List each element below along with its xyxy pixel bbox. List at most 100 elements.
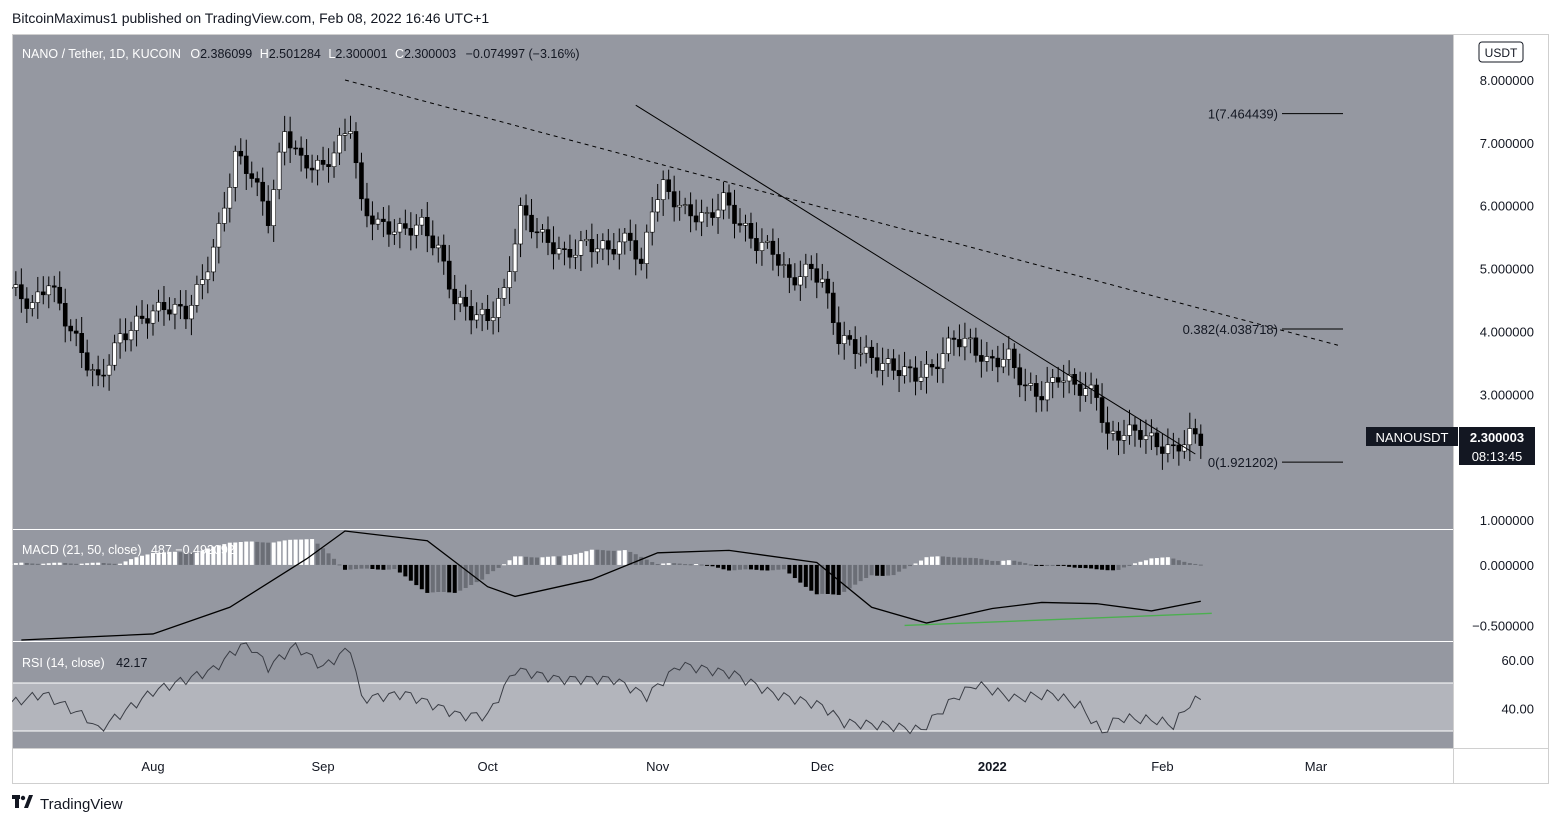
- open-label: O: [190, 47, 200, 61]
- candle-down: [304, 155, 309, 169]
- macd-histogram-bar: [1039, 564, 1044, 566]
- price-axis-tick: 8.000000: [1480, 73, 1534, 88]
- candle-down: [1022, 384, 1028, 387]
- macd-histogram-bar: [1083, 564, 1088, 569]
- macd-histogram-bar: [721, 564, 726, 570]
- candle-up: [282, 131, 287, 153]
- candle-down: [754, 238, 759, 251]
- bullish-divergence-line: [904, 612, 1212, 627]
- candle-up: [1165, 444, 1171, 454]
- macd-histogram-bar: [1111, 564, 1116, 571]
- macd-histogram-bar: [1132, 563, 1137, 565]
- macd-histogram-bar: [666, 563, 671, 565]
- macd-histogram-bar: [178, 552, 183, 565]
- candle-up: [841, 335, 847, 344]
- candle-up: [918, 376, 924, 382]
- macd-legend[interactable]: MACD (21, 50, close) 487 −0.492092: [22, 543, 235, 557]
- rsi-legend[interactable]: RSI (14, close) 42.17: [22, 656, 147, 670]
- candle-down: [1011, 348, 1017, 368]
- candle-up: [863, 346, 869, 354]
- macd-histogram-bar: [551, 556, 556, 565]
- candle-up: [540, 229, 545, 233]
- macd-histogram-bar: [1182, 561, 1187, 565]
- candle-down: [551, 242, 556, 255]
- candle-down: [79, 333, 84, 353]
- footer-brand[interactable]: TradingView: [12, 795, 123, 814]
- candle-up: [644, 231, 650, 264]
- candle-down: [298, 147, 304, 156]
- macd-histogram-bar: [578, 552, 583, 565]
- macd-histogram-bar: [57, 562, 62, 565]
- chart-frame[interactable]: [12, 34, 1549, 784]
- macd-histogram-bar: [957, 557, 962, 565]
- candle-down: [1116, 430, 1121, 441]
- macd-histogram-bar: [727, 564, 732, 571]
- macd-histogram-bar: [370, 564, 375, 570]
- macd-histogram-bar: [847, 564, 852, 589]
- macd-histogram-bar: [266, 542, 271, 565]
- macd-histogram-bar: [1050, 564, 1055, 566]
- currency-button[interactable]: USDT: [1478, 41, 1524, 63]
- macd-histogram-bar: [792, 564, 797, 579]
- candle-up: [1061, 380, 1066, 383]
- candle-down: [732, 204, 737, 224]
- candle-down: [183, 305, 189, 320]
- macd-histogram-bar: [781, 564, 786, 570]
- candle-up: [375, 218, 381, 225]
- price-pane[interactable]: [13, 35, 1453, 529]
- candle-up: [227, 187, 233, 209]
- candle-up: [759, 242, 765, 251]
- candle-up: [172, 304, 178, 315]
- candle-down: [951, 337, 957, 340]
- macd-histogram-bar: [677, 563, 682, 565]
- macd-histogram-bar: [1072, 564, 1077, 568]
- candle-down: [441, 244, 447, 262]
- macd-histogram-bar: [101, 563, 106, 565]
- macd-histogram-bar: [1012, 560, 1017, 565]
- price-axis-tick: 7.000000: [1480, 136, 1534, 151]
- candle-down: [463, 296, 468, 307]
- macd-histogram-bar: [271, 542, 276, 565]
- candle-down: [979, 355, 984, 362]
- axes-layer: 8.000000 7.000000 6.000000 5.000000 4.000000…: [141, 73, 1534, 774]
- symbol-legend[interactable]: NANO / Tether, 1D, KUCOIN O2.386099 H2.5…: [22, 47, 580, 61]
- macd-histogram-bar: [277, 541, 282, 565]
- macd-histogram-bar: [52, 562, 57, 565]
- macd-histogram-bar: [183, 552, 188, 565]
- footer-brand-label: TradingView: [40, 796, 123, 813]
- macd-histogram-bar: [507, 560, 512, 565]
- rsi-label: RSI (14, close): [22, 656, 105, 670]
- macd-histogram-bar: [962, 557, 967, 565]
- candle-down: [249, 173, 255, 179]
- candle-down: [606, 240, 611, 250]
- macd-histogram-bar: [496, 564, 501, 568]
- time-axis-tick: Dec: [811, 759, 835, 774]
- macd-histogram-bar: [485, 564, 490, 575]
- chart-canvas[interactable]: 1(7.464439) 0.382(4.038718) 0(1.921202) 8.…: [12, 34, 1549, 784]
- macd-histogram-bar: [359, 564, 364, 569]
- candle-up: [315, 159, 320, 171]
- candle-down: [737, 223, 743, 226]
- macd-histogram-bar: [1001, 560, 1006, 565]
- candle-up: [699, 212, 704, 223]
- candle-up: [222, 207, 227, 224]
- macd-histogram-bar: [129, 559, 134, 565]
- macd-histogram-bar: [650, 562, 655, 565]
- candle-up: [211, 246, 216, 273]
- candle-down: [359, 162, 364, 200]
- candle-up: [1050, 377, 1055, 383]
- candle-up: [880, 363, 885, 371]
- candle-up: [968, 337, 973, 340]
- macd-histogram-bar: [41, 563, 46, 565]
- macd-histogram-bar: [112, 563, 117, 565]
- candle-down: [809, 263, 814, 269]
- rsi-line: [12, 642, 1202, 735]
- low-value: 2.300001: [335, 47, 387, 61]
- candle-up: [457, 296, 463, 305]
- macd-histogram-bar: [1017, 561, 1022, 565]
- candle-down: [309, 167, 315, 171]
- candle-down: [243, 155, 249, 174]
- macd-histogram-bar: [891, 564, 896, 576]
- candle-down: [370, 215, 375, 225]
- macd-histogram-bar: [1165, 557, 1170, 565]
